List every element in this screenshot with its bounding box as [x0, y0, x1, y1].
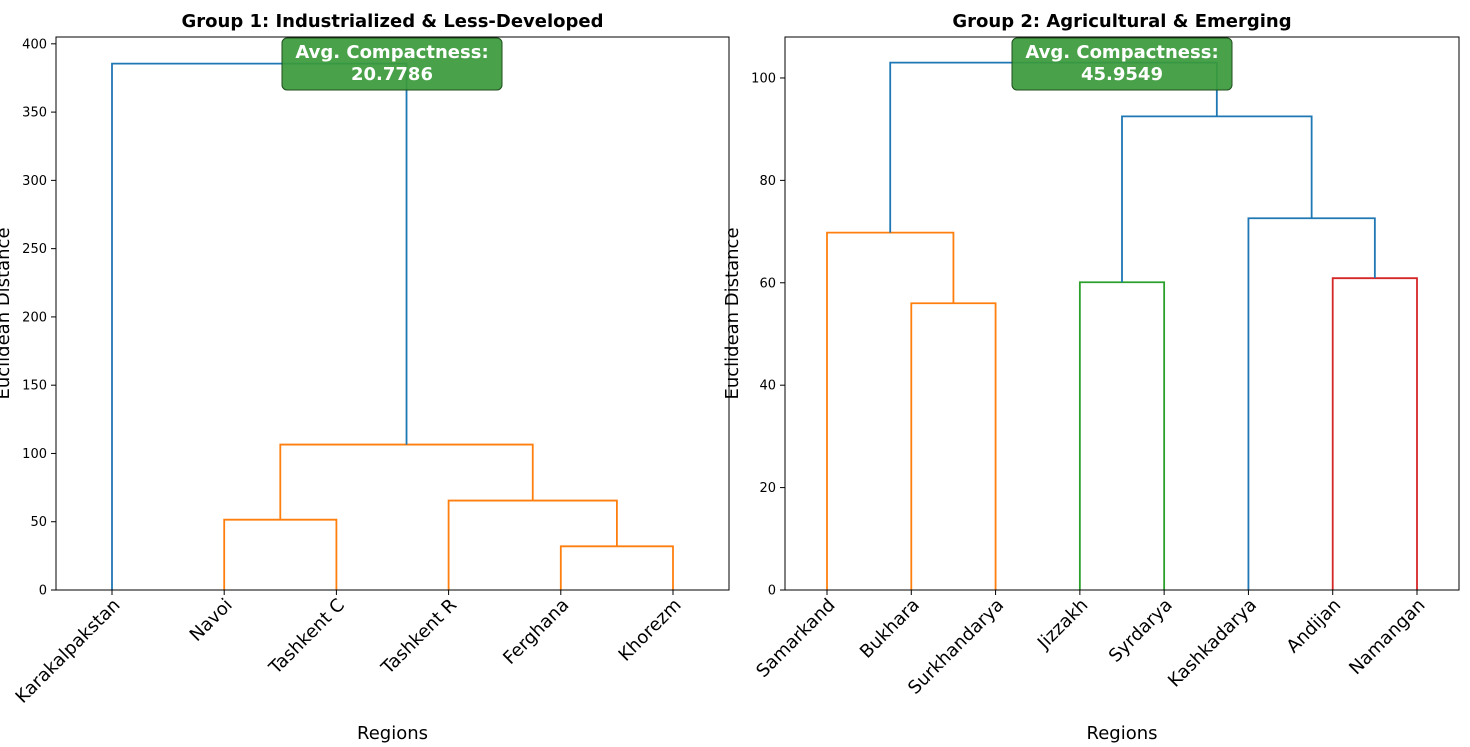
y-tick-label: 60 — [759, 276, 776, 291]
leaf-label: Khorezm — [615, 595, 686, 666]
y-tick-label: 0 — [768, 584, 776, 599]
dendrogram-panel-2: Group 2: Agricultural & Emerging 0 20 40 60 8… — [722, 11, 1460, 744]
dendrogram-link — [1078, 281, 1166, 590]
leaf-label: Ferghana — [499, 595, 573, 669]
annotation-box — [281, 37, 503, 91]
dendrogram-link — [223, 518, 338, 590]
leaf-label: Samarkand — [752, 595, 839, 682]
compactness-annotation: Avg. Compactness:45.9549 — [1011, 37, 1233, 91]
y-tick-label: 100 — [751, 71, 776, 86]
y-tick-label: 200 — [22, 310, 47, 325]
y-axis-label: Euclidean Distance — [0, 227, 14, 399]
y-tick-label: 300 — [22, 174, 47, 189]
y-tick-label: 350 — [22, 106, 47, 121]
x-axis-label: Regions — [1087, 723, 1158, 744]
compactness-annotation: Avg. Compactness:20.7786 — [281, 37, 503, 91]
leaf-label: Namangan — [1345, 595, 1429, 679]
dendrogram-panel-1: Group 1: Industrialized & Less-Developed… — [0, 11, 730, 744]
dendrogram-link — [910, 302, 997, 590]
annotation-label: Avg. Compactness: — [295, 42, 488, 63]
dendrogram-link — [447, 499, 618, 590]
annotation-value: 45.9549 — [1081, 64, 1163, 85]
y-tick-label: 0 — [39, 584, 47, 599]
leaf-label: Jizzakh — [1033, 595, 1092, 654]
y-tick-label: 50 — [30, 515, 47, 530]
leaf-label: Karakalpakstan — [12, 595, 125, 708]
dendrogram-link — [1247, 217, 1376, 590]
leaf-label: Navoi — [186, 595, 237, 646]
y-axis-label: Euclidean Distance — [722, 227, 743, 399]
y-tick-label: 20 — [759, 481, 776, 496]
dendrogram-link — [559, 545, 674, 590]
y-tick-label: 100 — [22, 447, 47, 462]
annotation-value: 20.7786 — [351, 64, 433, 85]
leaf-label: Andijan — [1283, 595, 1346, 658]
annotation-box — [1011, 37, 1233, 91]
leaf-label: Bukhara — [856, 595, 924, 663]
leaf-label: Tashkent C — [264, 595, 348, 679]
leaf-label: Tashkent R — [377, 595, 461, 679]
y-tick-label: 400 — [22, 37, 47, 52]
chart-title: Group 1: Industrialized & Less-Developed — [181, 11, 603, 32]
dendrogram-link — [1331, 277, 1418, 590]
dendrogram-link — [279, 443, 534, 520]
leaf-label: Syrdarya — [1105, 595, 1177, 667]
axes-frame — [784, 36, 1460, 591]
y-tick-label: 80 — [759, 174, 776, 189]
x-axis-label: Regions — [357, 723, 428, 744]
axes-frame — [55, 36, 730, 591]
y-tick-label: 250 — [22, 242, 47, 257]
dendrogram-link — [826, 231, 955, 590]
dendrogram-link — [1121, 115, 1313, 283]
y-tick-label: 150 — [22, 379, 47, 394]
leaf-label: Kashkadarya — [1164, 595, 1261, 692]
y-tick-label: 40 — [759, 379, 776, 394]
chart-title: Group 2: Agricultural & Emerging — [952, 11, 1291, 32]
annotation-label: Avg. Compactness: — [1025, 42, 1218, 63]
dendrogram-link — [111, 62, 408, 590]
